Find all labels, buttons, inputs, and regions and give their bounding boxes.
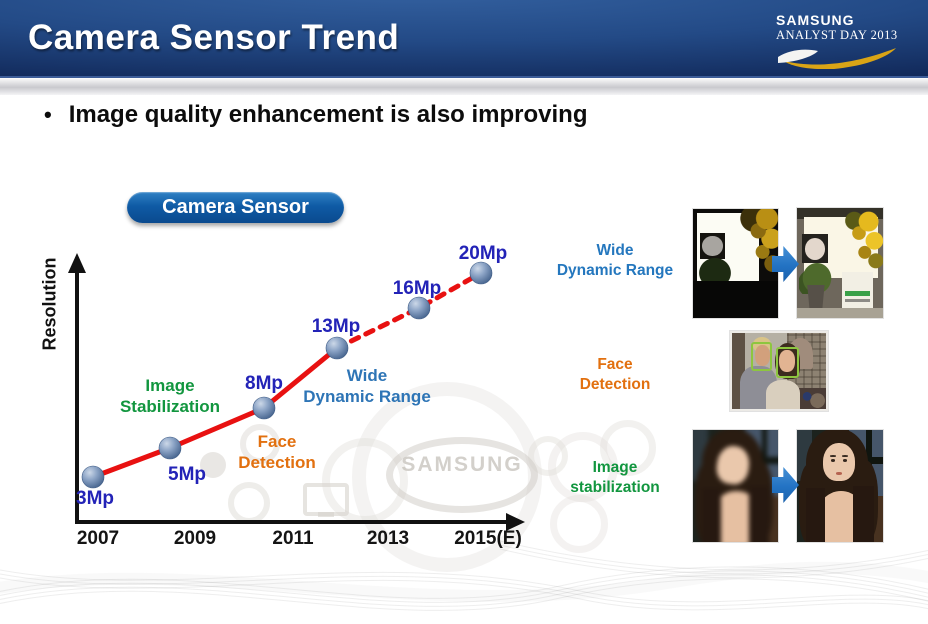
- x-tick-2011: 2011: [272, 528, 314, 549]
- x-tick-2007: 2007: [76, 528, 120, 549]
- wdr-after-photo: [797, 208, 883, 318]
- point-label-16mp: 16Mp: [392, 278, 442, 299]
- stabilization-before-photo: [693, 430, 778, 542]
- watermark-ring: [600, 420, 656, 476]
- hair-over-chest: [702, 488, 721, 542]
- lips: [835, 472, 843, 476]
- bullet-line: • Image quality enhancement is also impr…: [44, 100, 588, 130]
- header-divider-strip: [0, 78, 928, 95]
- x-tick-2013: 2013: [366, 528, 410, 549]
- panel-label-wide-dynamic-range: Wide Dynamic Range: [556, 242, 674, 280]
- samsung-watermark-oval: SAMSUNG: [386, 437, 538, 513]
- trend-line-plot: [68, 253, 525, 531]
- header-bar: Camera Sensor Trend SAMSUNG ANALYST DAY …: [0, 0, 928, 78]
- woman-face: [779, 350, 795, 372]
- logo-event-text: ANALYST DAY 2013: [776, 28, 898, 43]
- target-circle: [804, 237, 826, 260]
- hair-over-chest: [748, 486, 769, 542]
- point-label-8mp: 8Mp: [245, 373, 283, 394]
- plant-silhouette: [696, 254, 734, 286]
- samsung-watermark-text: SAMSUNG: [401, 453, 523, 476]
- stabilization-after-photo: [797, 430, 883, 542]
- camera-sensor-badge: Camera Sensor: [127, 192, 344, 223]
- floor-strip: [797, 308, 883, 318]
- man-face: [754, 345, 770, 367]
- logo-brand-text: SAMSUNG: [776, 12, 855, 28]
- point-label-3mp: 3Mp: [76, 488, 114, 509]
- hair-over-chest: [806, 488, 825, 542]
- sharp-portrait-scene: [797, 430, 883, 542]
- target-circle: [702, 236, 723, 256]
- dark-foreground: [693, 280, 778, 318]
- panel-label-face-detection: Face Detection: [579, 356, 651, 394]
- plant-pot: [807, 285, 825, 316]
- foliage: [733, 209, 778, 288]
- point-label-13mp: 13Mp: [311, 316, 361, 337]
- watermark-ring: [240, 424, 280, 464]
- point-label-20mp: 20Mp: [458, 243, 508, 264]
- eyebrow: [829, 454, 837, 457]
- annotation-face-detection: Face Detection: [238, 431, 316, 472]
- bullet-text: Image quality enhancement is also improv…: [68, 101, 588, 128]
- bottom-wave-decoration: [0, 540, 928, 611]
- face: [823, 442, 856, 482]
- y-axis-label: Resolution: [39, 257, 60, 351]
- card-dark-bar: [844, 298, 870, 303]
- face-detection-photo: [730, 331, 828, 411]
- panel-label-image-stabilization: Image stabilization: [570, 459, 660, 497]
- watermark-monitor-icon: [303, 483, 349, 517]
- x-tick-2015e: 2015(E): [454, 528, 522, 549]
- eye: [842, 459, 848, 462]
- wdr-before-photo: [693, 209, 778, 318]
- card-green-bar: [844, 291, 870, 297]
- x-tick-2009: 2009: [173, 528, 217, 549]
- blurry-portrait-scene: [693, 430, 778, 542]
- annotation-image-stabilization: Image Stabilization: [119, 375, 221, 416]
- hair-over-chest: [853, 486, 874, 542]
- annotation-wide-dynamic-range: Wide Dynamic Range: [303, 365, 431, 406]
- face-box: [776, 347, 799, 378]
- watermark-ring: [550, 495, 608, 553]
- samsung-analyst-day-logo: SAMSUNG ANALYST DAY 2013: [776, 12, 908, 70]
- page-title: Camera Sensor Trend: [28, 18, 400, 57]
- woman-body: [765, 380, 800, 409]
- face-box: [750, 342, 773, 371]
- watermark-circle: [200, 452, 226, 478]
- bullet-icon: •: [44, 102, 52, 127]
- eye: [830, 459, 835, 462]
- resolution-trend-chart: Resolution 3Mp 5Mp 8Mp 13Mp 16Mp 20Mp Im…: [30, 240, 550, 560]
- swoosh-icon: [778, 48, 896, 70]
- eyebrow: [841, 454, 849, 457]
- label-card: [841, 271, 873, 310]
- point-label-5mp: 5Mp: [168, 464, 206, 485]
